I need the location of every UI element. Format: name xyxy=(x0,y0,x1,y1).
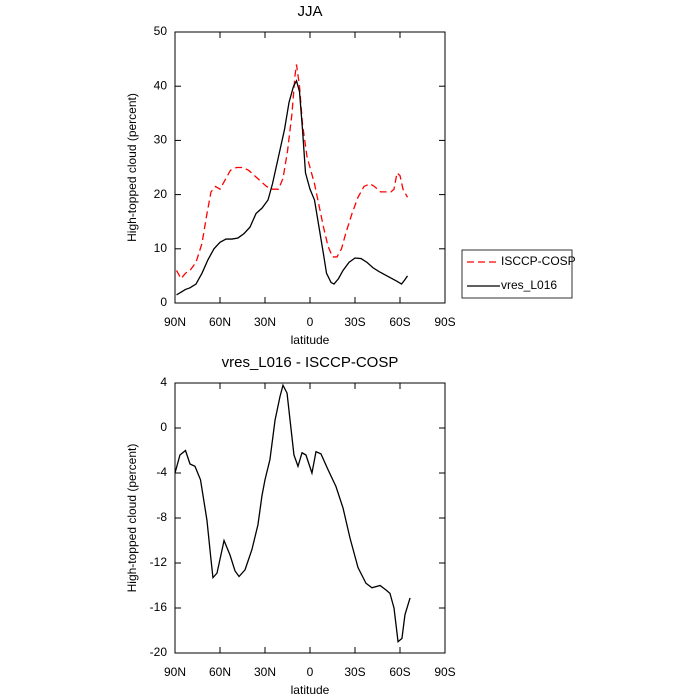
y-tick-label: 30 xyxy=(154,133,168,147)
data-line xyxy=(175,64,409,280)
y-tick-label: -12 xyxy=(150,555,168,569)
y-tick-label: 10 xyxy=(154,241,168,255)
y-axis-label: High-topped cloud (percent) xyxy=(125,444,139,593)
legend-box xyxy=(461,249,573,299)
x-tick-label: 60N xyxy=(209,315,231,329)
x-tick-label: 60S xyxy=(389,315,410,329)
x-tick-label: 60N xyxy=(209,665,231,679)
x-tick-label: 30S xyxy=(344,665,365,679)
x-tick-label: 90S xyxy=(434,315,455,329)
plot-frame xyxy=(174,31,446,304)
x-tick-label: 90S xyxy=(434,665,455,679)
x-tick-label: 30N xyxy=(254,315,276,329)
chart-title: JJA xyxy=(297,3,322,20)
y-tick-label: 4 xyxy=(160,375,167,389)
x-axis-label: latitude xyxy=(291,683,330,697)
y-tick-label: 20 xyxy=(154,187,168,201)
y-tick-label: -8 xyxy=(156,510,167,524)
x-tick-label: 0 xyxy=(307,665,314,679)
x-tick-label: 30N xyxy=(254,665,276,679)
x-tick-label: 0 xyxy=(307,315,314,329)
x-axis-label: latitude xyxy=(291,333,330,347)
x-tick-label: 60S xyxy=(389,665,410,679)
y-tick-label: 40 xyxy=(154,78,168,92)
y-tick-label: 0 xyxy=(160,295,167,309)
data-line xyxy=(174,383,411,644)
y-axis-label: High-topped cloud (percent) xyxy=(125,93,139,242)
x-tick-label: 30S xyxy=(344,315,365,329)
data-line xyxy=(176,79,409,296)
y-tick-label: -20 xyxy=(150,645,168,659)
x-tick-label: 90N xyxy=(164,315,186,329)
plot-frame xyxy=(174,382,446,654)
x-tick-label: 90N xyxy=(164,665,186,679)
y-tick-label: 50 xyxy=(154,24,168,38)
legend-label: ISCCP-COSP xyxy=(501,254,576,268)
y-tick-label: -4 xyxy=(156,465,167,479)
chart-title: vres_L016 - ISCCP-COSP xyxy=(222,354,399,371)
y-tick-label: 0 xyxy=(160,420,167,434)
legend-label: vres_L016 xyxy=(501,278,557,292)
y-tick-label: -16 xyxy=(150,600,168,614)
